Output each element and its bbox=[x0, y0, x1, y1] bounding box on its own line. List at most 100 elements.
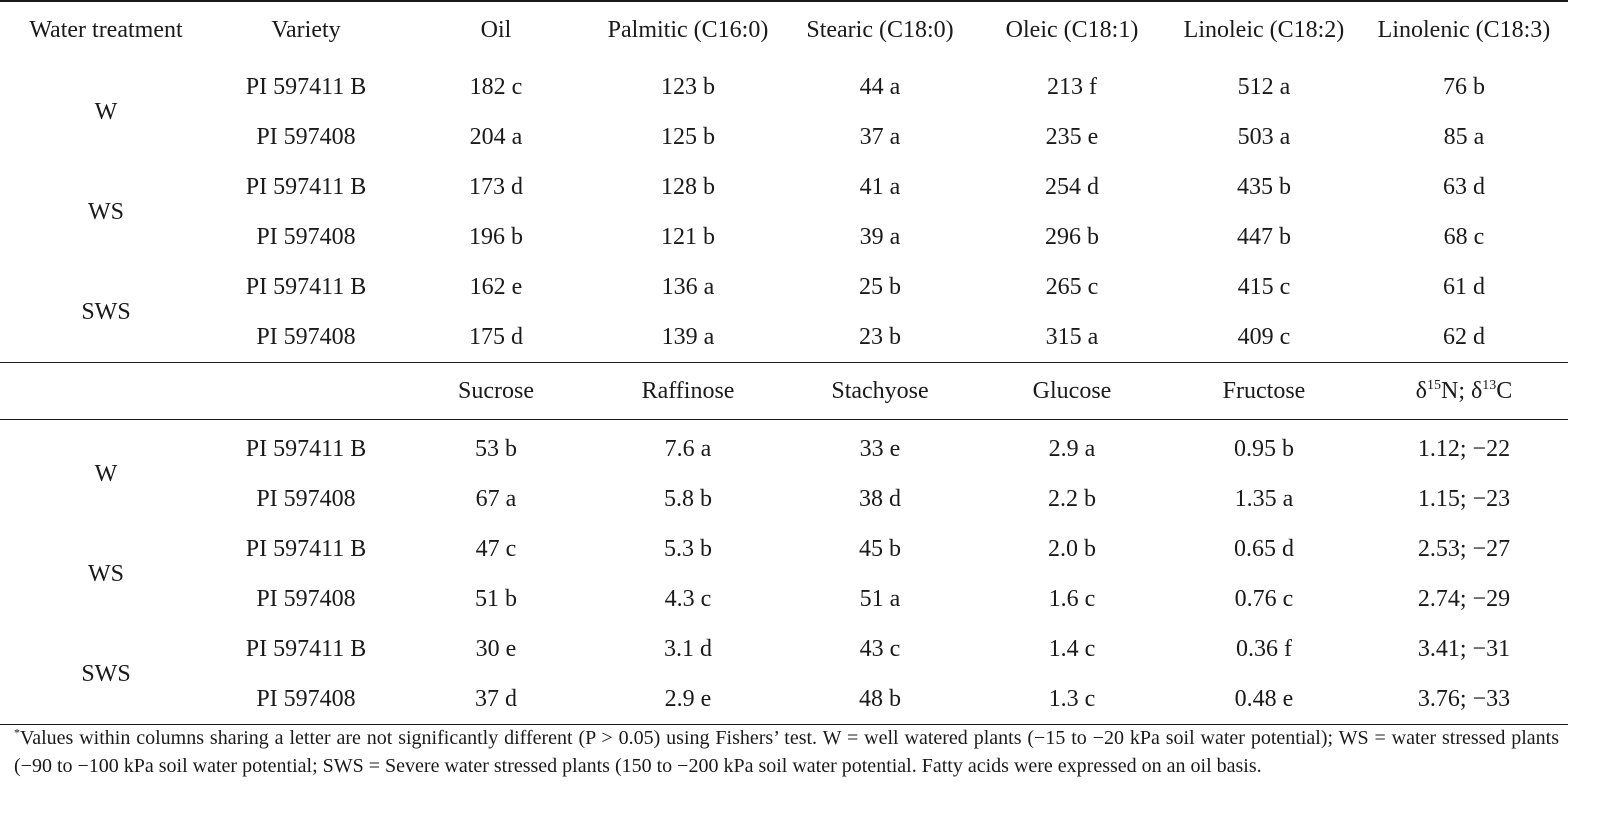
variety-cell: PI 597411 B bbox=[245, 73, 367, 100]
value-cell: 43 c bbox=[859, 635, 901, 662]
value-cell: 2.9 a bbox=[1048, 435, 1096, 462]
table-row: W PI 597411 B 182 c 123 b 44 a 213 f 512 a 76 b bbox=[0, 58, 1568, 125]
value-cell: 38 d bbox=[859, 485, 901, 512]
value-cell: 25 b bbox=[859, 273, 901, 300]
value-cell: 447 b bbox=[1237, 223, 1291, 250]
value-cell: 196 b bbox=[469, 223, 523, 250]
value-cell: 23 b bbox=[859, 323, 901, 350]
value-cell: 415 c bbox=[1237, 273, 1291, 300]
header-linoleic: Linoleic (C18:2) bbox=[1183, 16, 1345, 43]
value-cell: 5.3 b bbox=[664, 535, 712, 562]
variety-cell: PI 597408 bbox=[256, 685, 356, 712]
header-stearic: Stearic (C18:0) bbox=[806, 16, 954, 43]
header-oil: Oil bbox=[480, 16, 512, 43]
value-cell: 1.15; −23 bbox=[1417, 485, 1511, 512]
value-cell: 47 c bbox=[475, 535, 517, 562]
table-row: PI 597408 51 b 4.3 c 51 a 1.6 c 0.76 c 2.74; −… bbox=[0, 574, 1568, 624]
value-cell: 235 e bbox=[1045, 123, 1099, 150]
value-cell: 48 b bbox=[859, 685, 901, 712]
value-cell: 62 d bbox=[1443, 323, 1485, 350]
value-cell: 37 a bbox=[859, 123, 901, 150]
value-cell: 4.3 c bbox=[664, 585, 712, 612]
value-cell: 128 b bbox=[661, 173, 715, 200]
treatment-cell: SWS bbox=[81, 660, 131, 687]
table-row: SWS PI 597411 B 162 e 136 a 25 b 265 c 415 c 61… bbox=[0, 262, 1568, 325]
value-cell: 51 a bbox=[859, 585, 901, 612]
variety-cell: PI 597408 bbox=[256, 223, 356, 250]
value-cell: 503 a bbox=[1237, 123, 1291, 150]
value-cell: 76 b bbox=[1443, 73, 1485, 100]
value-cell: 213 f bbox=[1047, 73, 1097, 100]
header-glucose: Glucose bbox=[1032, 377, 1112, 404]
header-isotopes: δ15N; δ13C bbox=[1415, 377, 1513, 404]
value-cell: 45 b bbox=[859, 535, 901, 562]
header-oleic: Oleic (C18:1) bbox=[1005, 16, 1139, 43]
table-row: PI 597408 37 d 2.9 e 48 b 1.3 c 0.48 e 3.76; −… bbox=[0, 674, 1568, 725]
value-cell: 182 c bbox=[469, 73, 523, 100]
value-cell: 41 a bbox=[859, 173, 901, 200]
value-cell: 0.48 e bbox=[1234, 685, 1294, 712]
value-cell: 125 b bbox=[661, 123, 715, 150]
treatment-cell: W bbox=[94, 460, 118, 487]
table-row: PI 597408 67 a 5.8 b 38 d 2.2 b 1.35 a 1.15; −… bbox=[0, 474, 1568, 524]
table-row: PI 597408 175 d 139 a 23 b 315 a 409 c 62 d bbox=[0, 312, 1568, 363]
value-cell: 315 a bbox=[1045, 323, 1099, 350]
table-row: WS PI 597411 B 47 c 5.3 b 45 b 2.0 b 0.65 d 2.5… bbox=[0, 524, 1568, 587]
value-cell: 0.95 b bbox=[1234, 435, 1294, 462]
value-cell: 254 d bbox=[1045, 173, 1099, 200]
header-linolenic: Linolenic (C18:3) bbox=[1377, 16, 1551, 43]
value-cell: 0.76 c bbox=[1234, 585, 1294, 612]
value-cell: 30 e bbox=[475, 635, 517, 662]
value-cell: 1.3 c bbox=[1048, 685, 1096, 712]
header-palmitic: Palmitic (C16:0) bbox=[607, 16, 769, 43]
value-cell: 37 d bbox=[475, 685, 517, 712]
variety-cell: PI 597408 bbox=[256, 323, 356, 350]
value-cell: 7.6 a bbox=[664, 435, 712, 462]
value-cell: 409 c bbox=[1237, 323, 1291, 350]
value-cell: 139 a bbox=[661, 323, 715, 350]
treatment-cell: WS bbox=[88, 198, 124, 225]
table-row: W PI 597411 B 53 b 7.6 a 33 e 2.9 a 0.95 b 1.12… bbox=[0, 420, 1568, 487]
bottom-header-row: Sucrose Raffinose Stachyose Glucose Fruc… bbox=[0, 362, 1568, 420]
variety-cell: PI 597411 B bbox=[245, 173, 367, 200]
value-cell: 1.6 c bbox=[1048, 585, 1096, 612]
value-cell: 3.76; −33 bbox=[1417, 685, 1511, 712]
treatment-cell: WS bbox=[88, 560, 124, 587]
value-cell: 265 c bbox=[1045, 273, 1099, 300]
sugar-isotope-section: W PI 597411 B 53 b 7.6 a 33 e 2.9 a 0.95 b 1.12… bbox=[0, 420, 1568, 725]
variety-cell: PI 597411 B bbox=[245, 435, 367, 462]
variety-cell: PI 597408 bbox=[256, 485, 356, 512]
value-cell: 296 b bbox=[1045, 223, 1099, 250]
value-cell: 1.35 a bbox=[1234, 485, 1294, 512]
table-row: PI 597408 196 b 121 b 39 a 296 b 447 b 68 c bbox=[0, 212, 1568, 262]
table-footnote: *Values within columns sharing a letter … bbox=[14, 725, 1559, 777]
value-cell: 204 a bbox=[469, 123, 523, 150]
value-cell: 85 a bbox=[1443, 123, 1485, 150]
value-cell: 39 a bbox=[859, 223, 901, 250]
value-cell: 136 a bbox=[661, 273, 715, 300]
fatty-acid-section: W PI 597411 B 182 c 123 b 44 a 213 f 512 a 76 b… bbox=[0, 58, 1568, 363]
header-fructose: Fructose bbox=[1222, 377, 1306, 404]
value-cell: 435 b bbox=[1237, 173, 1291, 200]
value-cell: 51 b bbox=[475, 585, 517, 612]
value-cell: 512 a bbox=[1237, 73, 1291, 100]
value-cell: 123 b bbox=[661, 73, 715, 100]
value-cell: 3.41; −31 bbox=[1417, 635, 1511, 662]
value-cell: 0.36 f bbox=[1236, 635, 1292, 662]
header-variety: Variety bbox=[271, 16, 341, 43]
value-cell: 44 a bbox=[859, 73, 901, 100]
header-water-treatment: Water treatment bbox=[29, 16, 183, 43]
variety-cell: PI 597408 bbox=[256, 123, 356, 150]
header-stachyose: Stachyose bbox=[831, 377, 929, 404]
table-row: WS PI 597411 B 173 d 128 b 41 a 254 d 435 b 63 … bbox=[0, 162, 1568, 225]
value-cell: 175 d bbox=[469, 323, 523, 350]
value-cell: 61 d bbox=[1443, 273, 1485, 300]
results-table: Water treatment Variety Oil Palmitic (C1… bbox=[0, 1, 1568, 725]
value-cell: 1.4 c bbox=[1048, 635, 1096, 662]
value-cell: 173 d bbox=[469, 173, 523, 200]
variety-cell: PI 597411 B bbox=[245, 273, 367, 300]
value-cell: 3.1 d bbox=[664, 635, 712, 662]
variety-cell: PI 597411 B bbox=[245, 535, 367, 562]
table-row: PI 597408 204 a 125 b 37 a 235 e 503 a 85 a bbox=[0, 112, 1568, 162]
treatment-cell: W bbox=[94, 98, 118, 125]
